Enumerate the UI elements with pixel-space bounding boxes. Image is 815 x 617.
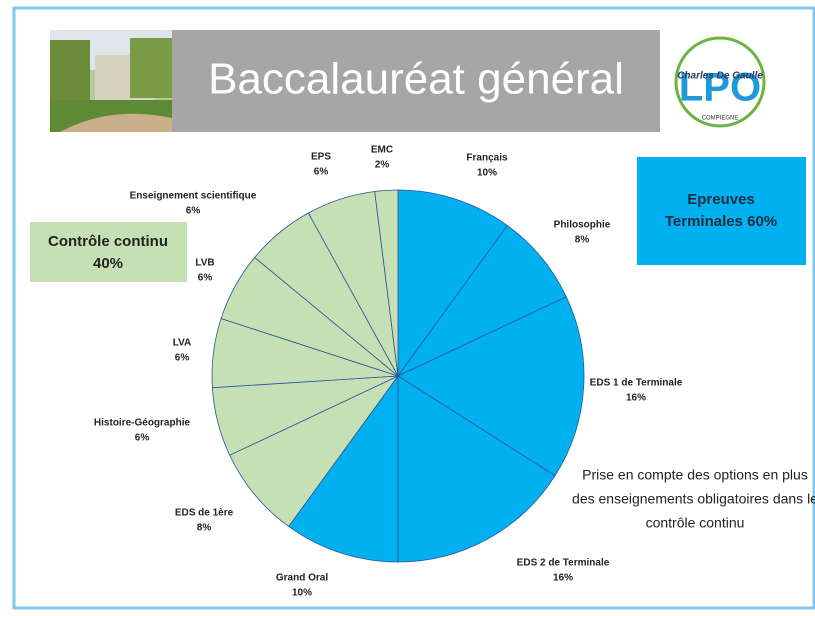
slice-value: 10% — [292, 588, 312, 599]
logo-town: COMPIEGNE — [702, 116, 739, 122]
slice-value: 6% — [175, 353, 190, 364]
slice-label: EDS 1 de Terminale — [590, 378, 683, 389]
slice-value: 6% — [314, 167, 329, 178]
slice-value: 16% — [553, 573, 573, 584]
slice-label: EPS — [311, 152, 331, 163]
photo — [50, 30, 172, 132]
slice-value: 16% — [626, 393, 646, 404]
slice-label: EDS de 1ère — [175, 508, 234, 519]
slide: Baccalauréat général LPO Charles De Gaul… — [0, 0, 815, 617]
final-box — [637, 157, 806, 265]
continuous-label: Contrôle continu — [48, 233, 168, 250]
slice-label: LVB — [195, 258, 214, 269]
logo: LPO Charles De Gaulle COMPIEGNE — [676, 38, 764, 126]
title: Baccalauréat général — [208, 55, 624, 104]
note-line: contrôle continu — [646, 515, 745, 531]
slice-value: 8% — [575, 235, 590, 246]
slice-value: 8% — [197, 523, 212, 534]
continuous-percent: 40% — [93, 255, 123, 272]
slice-label: LVA — [173, 338, 192, 349]
slice-label: Grand Oral — [276, 573, 328, 584]
note-line: Prise en compte des options en plus — [582, 467, 808, 483]
continuous-box — [30, 222, 187, 282]
slice-label: Français — [466, 153, 508, 164]
slice-label: Histoire-Géographie — [94, 418, 191, 429]
slice-value: 2% — [375, 160, 390, 171]
slice-label: Enseignement scientifique — [130, 191, 257, 202]
slice-value: 6% — [198, 273, 213, 284]
slice-label: Philosophie — [554, 220, 611, 231]
final-label: Epreuves — [687, 191, 755, 208]
logo-name: Charles De Gaulle — [677, 71, 763, 82]
slice-value: 10% — [477, 168, 497, 179]
slice-value: 6% — [135, 433, 150, 444]
slice-label: EDS 2 de Terminale — [517, 558, 610, 569]
slice-value: 6% — [186, 206, 201, 217]
slice-label: EMC — [371, 145, 393, 156]
note-line: des enseignements obligatoires dans le — [572, 491, 815, 507]
final-percent: Terminales 60% — [665, 213, 777, 230]
